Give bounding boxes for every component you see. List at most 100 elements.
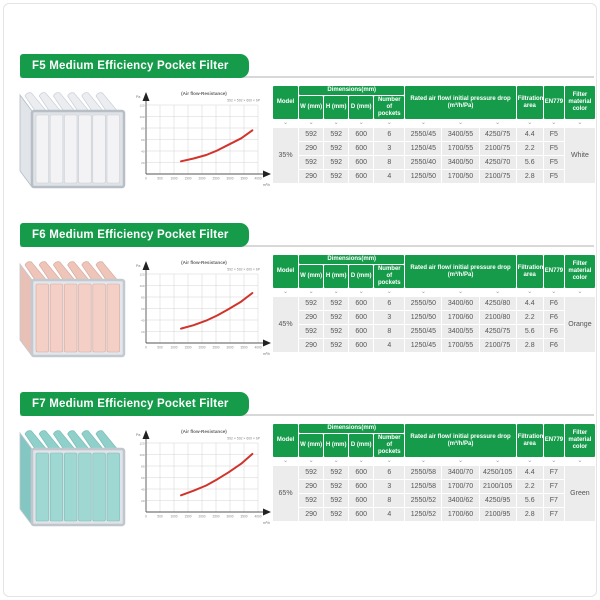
- cell-d: 600: [349, 480, 374, 493]
- cell-flow3: 2100/75: [479, 339, 516, 352]
- cell-grade: F6: [543, 325, 564, 338]
- filter-pocket-panel: [92, 114, 106, 184]
- cell-w: 290: [299, 142, 324, 155]
- chart-title: (Air flow-Resistance): [181, 429, 227, 434]
- chevron-down-icon: ⌄: [358, 289, 364, 295]
- model-cell: 65%: [273, 466, 299, 521]
- y-tick-label: 80: [141, 296, 145, 300]
- chevron-down-icon: ⌄: [458, 289, 464, 295]
- cell-w: 592: [299, 325, 324, 338]
- cell-flow2: 1700/55: [442, 339, 479, 352]
- cell-pockets: 6: [374, 297, 405, 310]
- airflow-chart-svg: (Air flow-Resistance) 592 × 592 × 600 × …: [136, 260, 271, 356]
- filter-pocket-top: [24, 261, 49, 283]
- x-tick-label: 1500: [184, 177, 191, 181]
- y-axis-unit: Pa: [136, 264, 140, 268]
- col-header-filtration: Filtration area: [516, 424, 543, 457]
- filter-pocket-top: [95, 261, 120, 283]
- cell-w: 290: [299, 508, 324, 521]
- x-tick-label: 4000: [254, 515, 261, 519]
- col-header-airflow: Rated air flow/ initial pressure drop (m…: [405, 424, 516, 457]
- chevron-down-icon: ⌄: [458, 120, 464, 126]
- cell-flow1: 1250/45: [405, 339, 442, 352]
- col-header-h: H (mm): [324, 96, 349, 119]
- resistance-curve: [180, 292, 254, 330]
- x-tick-label: 500: [157, 515, 163, 519]
- x-tick-label: 4000: [254, 177, 261, 181]
- cell-flow2: 3400/60: [442, 297, 479, 310]
- cell-flow2: 3400/55: [442, 128, 479, 141]
- col-header-pockets: Number of pockets: [374, 96, 405, 119]
- chevron-down-icon: ⌄: [308, 458, 314, 464]
- chevron-down-icon: ⌄: [420, 289, 426, 295]
- x-axis-arrow-icon: [263, 339, 271, 347]
- col-header-en779: EN779: [543, 424, 564, 457]
- chevron-down-icon: ⌄: [420, 120, 426, 126]
- chevron-down-icon: ⌄: [386, 289, 392, 295]
- cell-grade: F5: [543, 156, 564, 169]
- x-tick-label: 2500: [212, 177, 219, 181]
- col-header-airflow: Rated air flow/ initial pressure drop (m…: [405, 255, 516, 288]
- x-tick-label: 3000: [226, 177, 233, 181]
- cell-pockets: 8: [374, 325, 405, 338]
- cell-d: 600: [349, 156, 374, 169]
- cell-w: 592: [299, 128, 324, 141]
- chevron-down-icon: ⌄: [283, 458, 289, 464]
- filter-pocket-panel: [49, 114, 64, 184]
- filter-pocket-top: [67, 261, 92, 283]
- col-header-model: Model: [273, 424, 299, 457]
- cell-flow2: 1700/50: [442, 170, 479, 183]
- y-tick-label: 120: [139, 104, 144, 108]
- chevron-down-icon: ⌄: [333, 289, 339, 295]
- cell-grade: F6: [543, 339, 564, 352]
- cell-area: 4.4: [516, 128, 543, 141]
- col-header-d: D (mm): [349, 434, 374, 457]
- x-tick-label: 0: [145, 515, 147, 519]
- x-axis-arrow-icon: [263, 508, 271, 516]
- cell-pockets: 6: [374, 128, 405, 141]
- table-row: 290 592 600 4 1250/45 1700/55 2100/75 2.…: [273, 339, 595, 352]
- x-tick-label: 1500: [184, 515, 191, 519]
- filter-side-face: [19, 431, 33, 527]
- x-tick-label: 2000: [198, 177, 205, 181]
- chevron-down-icon: ⌄: [308, 289, 314, 295]
- x-axis-arrow-icon: [263, 170, 271, 178]
- x-axis-unit: m³/h: [263, 352, 270, 356]
- cell-area: 2.2: [516, 142, 543, 155]
- table-row: 290 592 600 3 1250/45 1700/55 2100/75 2.…: [273, 142, 595, 155]
- filter-pocket-top: [67, 430, 92, 452]
- cell-flow3: 4250/75: [479, 325, 516, 338]
- cell-grade: F6: [543, 297, 564, 310]
- chart-legend: 592 × 592 × 600 × 6P: [227, 268, 260, 272]
- filter-pocket-top: [81, 430, 106, 452]
- cell-flow3: 4250/95: [479, 494, 516, 507]
- cell-pockets: 3: [374, 480, 405, 493]
- cell-grade: F5: [543, 142, 564, 155]
- chevron-down-icon: ⌄: [358, 120, 364, 126]
- section-title-banner: F5 Medium Efficiency Pocket Filter: [20, 54, 249, 78]
- y-tick-label: 60: [141, 476, 145, 480]
- pocket-filter-image: [19, 261, 126, 358]
- cell-grade: F5: [543, 128, 564, 141]
- table-row: 290 592 600 3 1250/50 1700/60 2100/80 2.…: [273, 311, 595, 324]
- chevron-down-icon: ⌄: [577, 458, 583, 464]
- cell-flow3: 2100/105: [479, 480, 516, 493]
- grid-lines: [146, 442, 259, 512]
- filter-pocket-panel: [106, 452, 120, 522]
- cell-grade: F7: [543, 494, 564, 507]
- x-tick-label: 1500: [184, 346, 191, 350]
- y-tick-label: 60: [141, 307, 145, 311]
- filter-pocket-panel: [106, 283, 120, 353]
- col-header-w: W (mm): [299, 96, 324, 119]
- x-tick-label: 3000: [226, 346, 233, 350]
- filter-pocket-top: [38, 261, 63, 283]
- table-row: 592 592 600 8 2550/45 3400/55 4250/75 5.…: [273, 325, 595, 338]
- cell-w: 290: [299, 480, 324, 493]
- y-tick-label: 20: [141, 330, 145, 334]
- cell-w: 290: [299, 170, 324, 183]
- section-content: (Air flow-Resistance) 592 × 592 × 600 × …: [10, 83, 596, 193]
- chart-legend: 592 × 592 × 600 × 6P: [227, 437, 260, 441]
- cell-d: 600: [349, 142, 374, 155]
- y-tick-label: 20: [141, 161, 145, 165]
- cell-area: 2.2: [516, 480, 543, 493]
